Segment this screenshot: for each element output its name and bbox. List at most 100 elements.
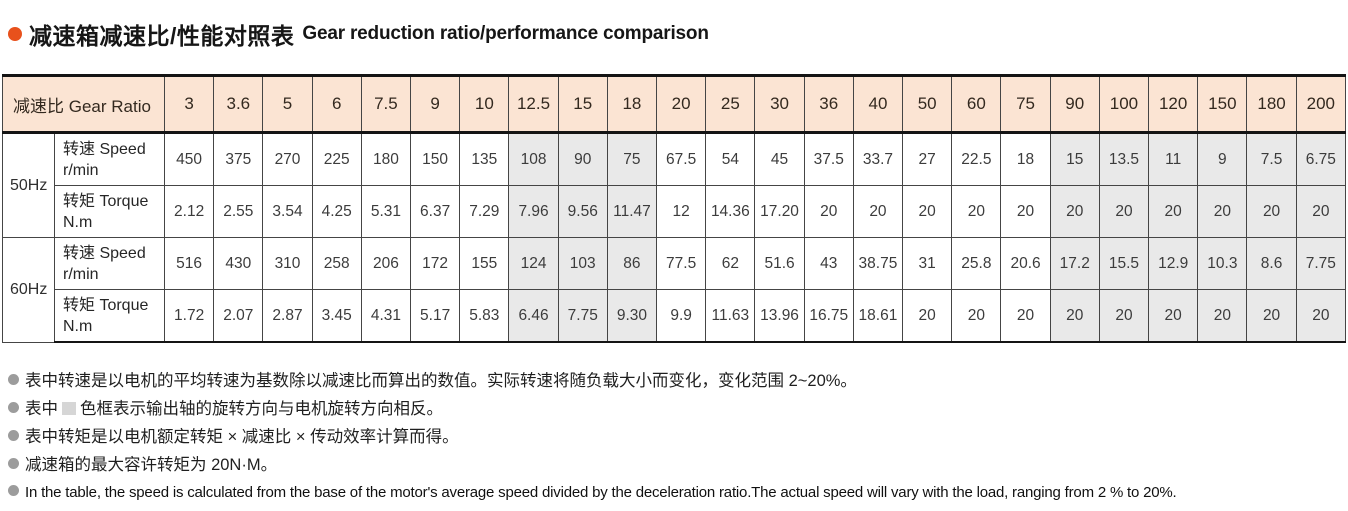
- table-row: 60Hz 转速 Speed r/min 516 430 310 258 206 172 155 12…: [2, 237, 1347, 343]
- value-cell: 2.87: [262, 289, 313, 343]
- value-cell: 3.54: [262, 185, 313, 238]
- value-cell: 124: [508, 237, 559, 290]
- value-cell: 9: [1197, 132, 1248, 186]
- row-label-text: 转速 Speed: [63, 140, 146, 158]
- value-cell: 20: [1000, 289, 1051, 343]
- value-cell: 9.30: [606, 289, 658, 343]
- ratio-column-header: 20: [656, 74, 707, 134]
- ratio-column-header: 100: [1098, 74, 1150, 134]
- value-cell: 11.63: [705, 289, 756, 343]
- value-cell: 22.5: [951, 132, 1002, 186]
- value-cell: 37.5: [803, 132, 854, 186]
- note-item: 表中转速是以电机的平均转速为基数除以减速比而算出的数值。实际转速将随负载大小而变…: [8, 367, 1348, 395]
- row-label-text: 转矩 Torque: [63, 296, 149, 314]
- value-cell: 258: [311, 237, 362, 290]
- value-cell: 5.31: [360, 185, 412, 238]
- row-label: 转速 Speed r/min: [54, 132, 165, 186]
- value-cell: 11: [1148, 132, 1199, 186]
- value-cell: 15: [1049, 132, 1100, 186]
- value-cell: 3.45: [311, 289, 362, 343]
- ratio-column-header: 5: [262, 74, 313, 134]
- table-row: 转矩 Torque N.m 2.12 2.55 3.54 4.25 5.31 6.37 7.29…: [3, 185, 1347, 238]
- row-label-unit: N.m: [63, 317, 93, 335]
- value-cell: 7.96: [508, 185, 559, 238]
- value-cell: 103: [557, 237, 608, 290]
- value-cell: 17.2: [1049, 237, 1100, 290]
- gray-bullet-icon: [8, 485, 19, 496]
- ratio-column-header: 60: [951, 74, 1002, 134]
- value-cell: 18: [1000, 132, 1051, 186]
- value-cell: 4.31: [360, 289, 412, 343]
- frequency-label: 50Hz: [2, 132, 55, 238]
- ratio-column-header: 9: [410, 74, 461, 134]
- value-cell: 375: [213, 132, 264, 186]
- notes-section: 表中转速是以电机的平均转速为基数除以减速比而算出的数值。实际转速将随负载大小而变…: [8, 367, 1348, 507]
- value-cell: 270: [262, 132, 313, 186]
- value-cell: 31: [902, 237, 953, 290]
- value-cell: 20: [1246, 185, 1297, 238]
- value-cell: 155: [459, 237, 510, 290]
- value-cell: 9.56: [557, 185, 608, 238]
- value-cell: 150: [410, 132, 461, 186]
- frequency-label: 60Hz: [2, 237, 55, 343]
- value-cell: 206: [360, 237, 412, 290]
- note-item: 表中 色框表示输出轴的旋转方向与电机旋转方向相反。: [8, 395, 1348, 423]
- value-cell: 75: [606, 132, 658, 186]
- value-cell: 108: [508, 132, 559, 186]
- value-cell: 516: [163, 237, 215, 290]
- value-cell: 20: [951, 289, 1002, 343]
- value-cell: 20: [1049, 185, 1100, 238]
- ratio-column-header: 10: [459, 74, 510, 134]
- value-cell: 14.36: [705, 185, 756, 238]
- ratio-column-header: 50: [902, 74, 953, 134]
- value-cell: 7.75: [557, 289, 608, 343]
- gray-bullet-icon: [8, 430, 19, 441]
- table-row: 50Hz 转速 Speed r/min 450 375 270 225 180 150 135 10…: [2, 132, 1347, 238]
- value-cell: 12: [656, 185, 707, 238]
- gear-ratio-performance-table: 减速比 Gear Ratio 3 3.6 5 6 7.5 9 10 12.5 15 18 20 25 30…: [2, 74, 1347, 343]
- value-cell: 20: [1049, 289, 1100, 343]
- ratio-column-header: 7.5: [360, 74, 412, 134]
- value-cell: 17.20: [754, 185, 805, 238]
- note-text: In the table, the speed is calculated fr…: [25, 484, 1177, 501]
- ratio-column-header: 36: [803, 74, 854, 134]
- value-cell: 20: [1246, 289, 1297, 343]
- note-text: 色框表示输出轴的旋转方向与电机旋转方向相反。: [80, 400, 443, 418]
- value-cell: 43: [803, 237, 854, 290]
- value-cell: 20: [852, 185, 904, 238]
- value-cell: 90: [557, 132, 608, 186]
- value-cell: 51.6: [754, 237, 805, 290]
- value-cell: 20: [1295, 185, 1347, 238]
- value-cell: 6.75: [1295, 132, 1347, 186]
- value-cell: 18.61: [852, 289, 904, 343]
- ratio-column-header: 200: [1295, 74, 1347, 134]
- value-cell: 62: [705, 237, 756, 290]
- value-cell: 2.12: [163, 185, 215, 238]
- value-cell: 27: [902, 132, 953, 186]
- ratio-column-header: 3.6: [213, 74, 264, 134]
- ratio-column-header: 30: [754, 74, 805, 134]
- ratio-column-header: 75: [1000, 74, 1051, 134]
- value-cell: 310: [262, 237, 313, 290]
- value-cell: 20.6: [1000, 237, 1051, 290]
- value-cell: 20: [803, 185, 854, 238]
- value-cell: 7.29: [459, 185, 510, 238]
- value-cell: 20: [1295, 289, 1347, 343]
- row-label-text: 转速 Speed: [63, 244, 146, 262]
- value-cell: 225: [311, 132, 362, 186]
- value-cell: 33.7: [852, 132, 904, 186]
- value-cell: 45: [754, 132, 805, 186]
- value-cell: 13.5: [1098, 132, 1150, 186]
- value-cell: 20: [1148, 185, 1199, 238]
- note-item: 减速箱的最大容许转矩为 20N·M。: [8, 451, 1348, 479]
- value-cell: 20: [1148, 289, 1199, 343]
- value-cell: 6.46: [508, 289, 559, 343]
- value-cell: 135: [459, 132, 510, 186]
- value-cell: 20: [1098, 289, 1150, 343]
- value-cell: 20: [1000, 185, 1051, 238]
- value-cell: 4.25: [311, 185, 362, 238]
- row-label-text: 转矩 Torque: [63, 192, 149, 210]
- note-text: 表中转速是以电机的平均转速为基数除以减速比而算出的数值。实际转速将随负载大小而变…: [25, 372, 857, 390]
- ratio-column-header: 40: [852, 74, 904, 134]
- value-cell: 38.75: [852, 237, 904, 290]
